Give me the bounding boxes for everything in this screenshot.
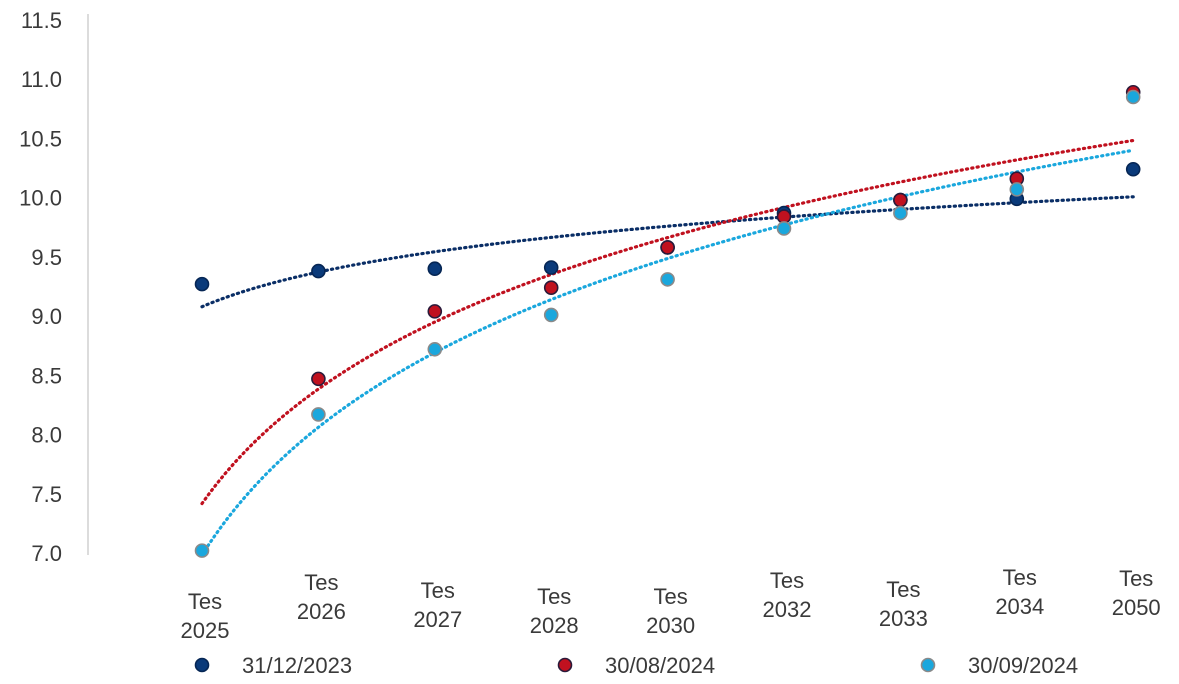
data-point [893,205,908,221]
y-tick-label: 8.0 [31,423,62,448]
y-axis-ticks: 7.0 7.5 8.0 8.5 9.0 9.5 10.0 10.5 11.0 11.5 [19,8,62,566]
x-tick-label: Tes [770,568,804,593]
data-point [311,371,326,387]
data-point [660,240,675,255]
trend-lines [200,138,1135,557]
x-axis-ticks: Tes 2025 Tes 2026 Tes 2027 Tes 2028 Tes 2030 Tes 20… [181,565,1161,643]
data-points [194,84,1141,558]
trendline [200,138,1135,506]
x-tick-label: Tes [653,584,687,609]
legend-label: 30/09/2024 [968,653,1078,678]
y-tick-label: 11.0 [21,67,62,92]
legend-marker [194,657,210,673]
legend-label: 31/12/2023 [242,653,352,678]
x-tick-label: 2033 [879,606,928,631]
y-tick-label: 10.0 [19,186,62,211]
y-tick-label: 9.0 [31,304,62,329]
legend-label: 30/08/2024 [605,653,715,678]
trendline [200,148,1135,557]
data-point [543,307,559,323]
x-tick-label: Tes [1119,566,1153,591]
x-tick-label: Tes [188,589,222,614]
y-tick-label: 7.5 [31,482,62,507]
x-tick-label: 2032 [763,597,812,622]
y-tick-label: 10.5 [19,126,62,151]
y-tick-label: 8.5 [31,363,62,388]
data-point [543,280,559,295]
legend-marker [920,657,936,673]
x-tick-label: 2025 [181,618,230,643]
data-point [660,272,675,287]
data-point [776,221,792,236]
x-tick-label: Tes [1003,565,1037,590]
data-point [427,341,443,357]
data-point [194,543,210,558]
data-point [893,192,908,208]
x-tick-label: 2050 [1112,595,1161,620]
y-tick-label: 9.5 [31,245,62,270]
data-point [543,260,559,275]
data-point [427,261,443,277]
data-point [311,263,326,279]
legend: 31/12/2023 30/08/2024 30/09/2024 [194,653,1078,678]
x-tick-label: Tes [304,570,338,595]
x-tick-label: Tes [421,578,455,603]
trendline [200,195,1135,309]
x-tick-label: Tes [537,584,571,609]
x-tick-label: 2027 [413,607,462,632]
y-tick-label: 7.0 [31,541,62,566]
data-point [1009,182,1025,197]
x-tick-label: 2028 [530,613,579,638]
x-tick-label: 2030 [646,613,695,638]
data-point [311,407,326,422]
x-tick-label: Tes [886,577,920,602]
data-point [427,304,443,319]
data-point [1125,89,1141,105]
legend-marker [557,657,573,673]
x-tick-label: 2034 [995,594,1044,619]
data-point [1125,161,1141,177]
x-tick-label: 2026 [297,599,346,624]
data-point [194,276,210,292]
y-tick-label: 11.5 [21,8,62,33]
